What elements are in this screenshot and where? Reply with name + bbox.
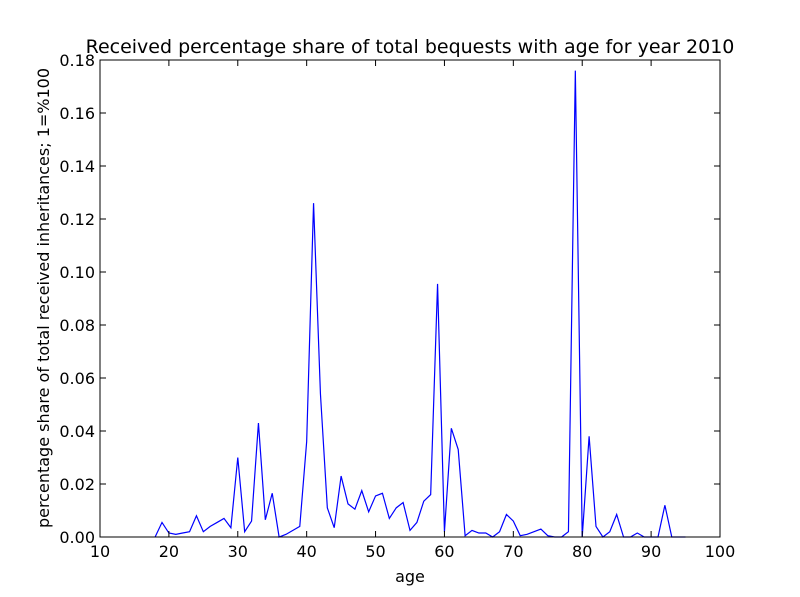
x-tick-label: 90 [641, 542, 661, 561]
y-tick-label: 0.04 [59, 422, 95, 441]
x-tick-label: 10 [90, 542, 110, 561]
chart-title: Received percentage share of total beque… [86, 36, 735, 58]
y-tick-label: 0.16 [59, 104, 95, 123]
y-tick-label: 0.06 [59, 369, 95, 388]
y-axis-label: percentage share of total received inher… [34, 68, 53, 528]
x-tick-label: 100 [705, 542, 736, 561]
y-tick-label: 0.14 [59, 157, 95, 176]
y-tick-label: 0.18 [59, 51, 95, 70]
series-line-layer [154, 70, 686, 538]
y-tick-label: 0.08 [59, 316, 95, 335]
x-axis-ticks: 10 20 30 40 50 60 70 80 90 100 [90, 60, 735, 561]
y-tick-label: 0.10 [59, 263, 95, 282]
x-tick-label: 50 [365, 542, 385, 561]
x-tick-label: 20 [159, 542, 179, 561]
y-tick-label: 0.12 [59, 210, 95, 229]
x-tick-label: 40 [296, 542, 316, 561]
y-tick-label: 0.02 [59, 475, 95, 494]
plot-frame [99, 59, 721, 538]
y-tick-label: 0.00 [59, 528, 95, 547]
x-tick-label: 60 [434, 542, 454, 561]
x-axis-label: age [395, 567, 425, 586]
x-tick-label: 80 [572, 542, 592, 561]
x-tick-label: 70 [503, 542, 523, 561]
series-line-0 [154, 70, 686, 538]
y-axis-ticks: 0.00 0.02 0.04 0.06 0.08 0.10 0.12 0.14 0.16 0.18 [59, 51, 720, 547]
x-tick-label: 30 [228, 542, 248, 561]
